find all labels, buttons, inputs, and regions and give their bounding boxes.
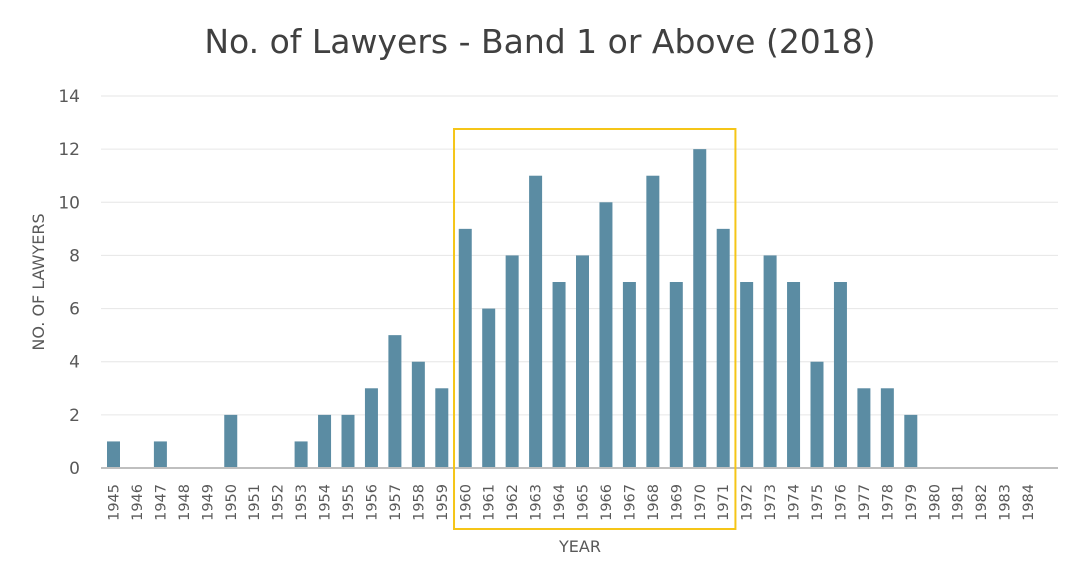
bar-1958	[411, 361, 425, 468]
x-tick-label: 1961	[482, 484, 498, 521]
bar-1969	[669, 282, 683, 468]
x-tick-label: 1955	[341, 484, 357, 521]
x-tick-label: 1978	[880, 484, 896, 521]
x-tick-label: 1973	[763, 484, 779, 521]
bar-1960	[458, 228, 472, 468]
bar-1947	[153, 441, 167, 468]
bar-1953	[294, 441, 308, 468]
x-tick-label: 1982	[974, 484, 990, 521]
bar-1957	[388, 335, 402, 468]
x-tick-label: 1963	[529, 484, 545, 521]
bar-1977	[857, 388, 871, 468]
x-tick-label: 1967	[622, 484, 638, 521]
x-tick-label: 1958	[411, 484, 427, 521]
x-tick-label: 1971	[716, 484, 732, 521]
x-tick-label: 1950	[224, 484, 240, 521]
bar-1972	[740, 282, 754, 468]
y-tick-label: 10	[58, 193, 80, 213]
x-tick-label: 1983	[998, 484, 1014, 521]
x-tick-label: 1974	[787, 484, 803, 521]
bar-1954	[318, 414, 332, 468]
x-tick-label: 1954	[318, 484, 334, 521]
bar-1973	[763, 255, 777, 468]
x-tick-label: 1953	[294, 484, 310, 521]
x-tick-label: 1965	[576, 484, 592, 521]
bar-1950	[224, 414, 238, 468]
y-tick-label: 2	[69, 406, 80, 426]
x-tick-label: 1980	[927, 484, 943, 521]
bar-1967	[622, 282, 636, 468]
bar-1970	[693, 149, 707, 468]
x-tick-label: 1972	[740, 484, 756, 521]
x-axis-label: YEAR	[558, 537, 601, 556]
chart-title: No. of Lawyers - Band 1 or Above (2018)	[204, 22, 876, 61]
bar-1966	[599, 202, 613, 469]
x-tick-label: 1956	[364, 484, 380, 521]
y-tick-label: 8	[69, 246, 80, 266]
bar-1955	[341, 414, 355, 468]
y-tick-label: 6	[69, 300, 80, 320]
x-tick-label: 1948	[177, 484, 193, 521]
bar-1945	[107, 441, 120, 468]
x-tick-label: 1981	[951, 484, 967, 521]
y-tick-label: 14	[58, 87, 80, 107]
bar-1962	[505, 255, 519, 468]
x-tick-label: 1966	[599, 484, 615, 521]
y-tick-label: 4	[69, 353, 80, 373]
x-tick-label: 1977	[857, 484, 873, 521]
bar-1976	[833, 282, 847, 468]
bar-1971	[716, 228, 730, 468]
bar-1974	[787, 282, 801, 468]
x-tick-label: 1951	[247, 484, 263, 521]
bar-1964	[552, 282, 566, 468]
bar-1978	[880, 388, 894, 468]
y-tick-label: 0	[69, 459, 80, 479]
x-tick-label: 1979	[904, 484, 920, 521]
x-tick-label: 1984	[1021, 484, 1037, 521]
x-tick-label: 1964	[552, 484, 568, 521]
bar-1979	[904, 414, 918, 468]
bar-1959	[435, 388, 449, 468]
bar-1956	[364, 388, 378, 468]
x-tick-label: 1970	[693, 484, 709, 521]
x-tick-label: 1976	[833, 484, 849, 521]
bar-1963	[529, 175, 543, 468]
x-tick-label: 1952	[271, 484, 287, 521]
highlight-box	[453, 128, 737, 530]
x-tick-label: 1962	[505, 484, 521, 521]
x-tick-label: 1946	[130, 484, 146, 521]
x-tick-label: 1957	[388, 484, 404, 521]
x-tick-label: 1945	[107, 484, 123, 521]
bar-1965	[576, 255, 589, 468]
x-tick-label: 1969	[669, 484, 685, 521]
x-tick-label: 1959	[435, 484, 451, 521]
x-tick-label: 1968	[646, 484, 662, 521]
bar-1961	[482, 308, 496, 468]
x-tick-label: 1960	[458, 484, 474, 521]
x-tick-label: 1975	[810, 484, 826, 521]
x-tick-label: 1949	[200, 484, 216, 521]
bar-1975	[810, 361, 824, 468]
y-axis-label: NO. OF LAWYERS	[29, 213, 48, 350]
x-tick-label: 1947	[153, 484, 169, 521]
y-tick-label: 12	[58, 140, 80, 160]
bar-1968	[646, 175, 660, 468]
